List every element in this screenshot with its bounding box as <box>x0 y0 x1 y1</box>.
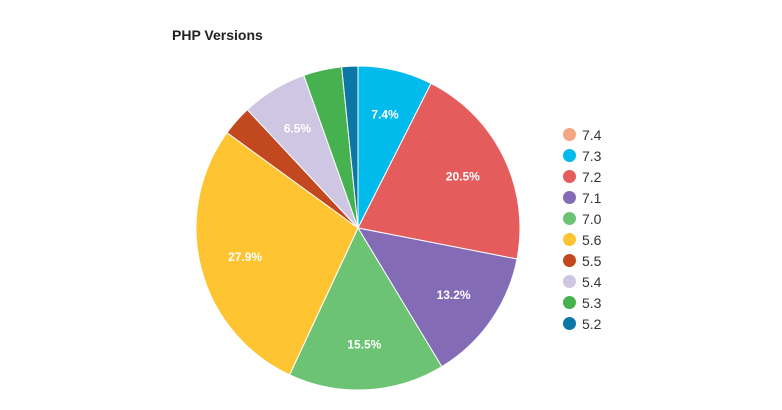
legend-swatch <box>563 212 576 225</box>
chart-title: PHP Versions <box>172 27 263 43</box>
legend-label: 7.1 <box>582 189 602 206</box>
legend-item-5-5[interactable]: 5.5 <box>563 250 601 271</box>
pie-slice-7-0[interactable] <box>288 226 443 391</box>
legend-item-5-2[interactable]: 5.2 <box>563 313 601 334</box>
legend-item-7-2[interactable]: 7.2 <box>563 166 601 187</box>
legend-label: 7.0 <box>582 210 602 227</box>
slice-data-label: 7.4% <box>371 108 399 122</box>
legend-label: 7.2 <box>582 168 602 185</box>
legend-swatch <box>563 275 576 288</box>
legend-item-7-1[interactable]: 7.1 <box>563 187 601 208</box>
legend-label: 7.4 <box>582 126 602 143</box>
pie-slice-7-1[interactable] <box>356 227 518 368</box>
legend-swatch <box>563 128 576 141</box>
legend-swatch <box>563 149 576 162</box>
pie-slice-5-2[interactable] <box>341 65 359 229</box>
legend-swatch <box>563 296 576 309</box>
legend-item-5-6[interactable]: 5.6 <box>563 229 601 250</box>
legend-label: 5.6 <box>582 231 602 248</box>
legend-item-7-3[interactable]: 7.3 <box>563 145 601 166</box>
pie-slice-7-2[interactable] <box>357 82 521 260</box>
legend-item-5-4[interactable]: 5.4 <box>563 271 601 292</box>
slice-data-label: 6.5% <box>284 121 312 135</box>
legend-label: 5.5 <box>582 252 602 269</box>
legend: 7.4 7.3 7.2 7.1 7.0 5.6 5.5 5.4 5.3 5.2 <box>563 124 601 334</box>
pie-slice-5-6[interactable] <box>195 132 359 376</box>
legend-swatch <box>563 233 576 246</box>
legend-swatch <box>563 191 576 204</box>
legend-label: 5.4 <box>582 273 602 290</box>
legend-item-7-0[interactable]: 7.0 <box>563 208 601 229</box>
slice-data-label: 15.5% <box>347 338 381 352</box>
slice-data-label: 13.2% <box>437 288 471 302</box>
slice-data-label: 20.5% <box>446 170 480 184</box>
legend-label: 7.3 <box>582 147 602 164</box>
slice-data-label: 27.9% <box>228 250 262 264</box>
legend-swatch <box>563 317 576 330</box>
legend-label: 5.2 <box>582 315 602 332</box>
legend-item-7-4[interactable]: 7.4 <box>563 124 601 145</box>
legend-swatch <box>563 254 576 267</box>
legend-swatch <box>563 170 576 183</box>
legend-label: 5.3 <box>582 294 602 311</box>
legend-item-5-3[interactable]: 5.3 <box>563 292 601 313</box>
